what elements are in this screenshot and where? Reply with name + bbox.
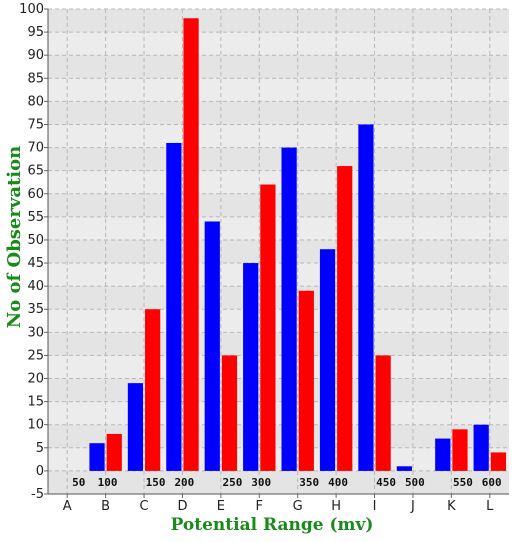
y-tick-label: 95 (27, 25, 44, 40)
grid-band (48, 309, 509, 332)
bar (320, 249, 335, 471)
x-tick-label: G (293, 499, 303, 514)
bar (145, 309, 160, 471)
grid-band (48, 171, 509, 194)
bar (183, 18, 198, 471)
range-label: 250 (222, 476, 242, 489)
range-label: 550 (453, 476, 473, 489)
y-tick-label: 30 (27, 325, 44, 340)
y-tick-label: 80 (27, 94, 44, 109)
x-tick-label: E (217, 499, 225, 514)
range-label: 100 (98, 476, 118, 489)
bar (222, 355, 237, 470)
bar (376, 355, 391, 470)
grid-band (48, 217, 509, 240)
y-tick-label: 5 (36, 441, 44, 456)
grid-band (48, 263, 509, 286)
y-tick-label: 15 (27, 395, 44, 410)
x-tick-label: D (177, 499, 187, 514)
y-tick-label: 40 (27, 279, 44, 294)
y-tick-label: 50 (27, 233, 44, 248)
bar (452, 429, 467, 471)
bar (107, 434, 122, 471)
y-tick-label: 25 (27, 348, 44, 363)
x-tick-label: H (331, 499, 341, 514)
range-label: 200 (174, 476, 194, 489)
range-label: 150 (146, 476, 166, 489)
y-tick-label: 45 (27, 256, 44, 271)
bar (166, 143, 181, 471)
y-tick-label: 90 (27, 48, 44, 63)
bar (435, 439, 450, 471)
y-axis-title: No of Observation (4, 146, 25, 328)
x-tick-label: F (256, 499, 263, 514)
range-label: 300 (251, 476, 271, 489)
grid-band (48, 124, 509, 147)
bar (358, 124, 373, 470)
grid-band (48, 402, 509, 425)
y-tick-label: 60 (27, 187, 44, 202)
x-tick-label: K (447, 499, 456, 514)
y-tick-label: 100 (19, 2, 44, 17)
range-label: 350 (299, 476, 319, 489)
y-tick-label: 65 (27, 164, 44, 179)
bar (205, 221, 220, 470)
y-tick-label: 75 (27, 117, 44, 132)
bar (491, 452, 506, 470)
grid-band (48, 32, 509, 55)
x-tick-label: L (486, 499, 494, 514)
range-label: 450 (376, 476, 396, 489)
x-tick-label: B (101, 499, 110, 514)
range-label: 50 (72, 476, 85, 489)
bar (260, 185, 275, 471)
grid-band (48, 355, 509, 378)
bar (337, 166, 352, 471)
bar (243, 263, 258, 471)
y-tick-label: 35 (27, 302, 44, 317)
x-tick-label: J (410, 499, 415, 514)
range-label: 500 (405, 476, 425, 489)
y-tick-label: -5 (31, 487, 44, 502)
bar (128, 383, 143, 471)
bar (474, 425, 489, 471)
range-label: 400 (328, 476, 348, 489)
bar (397, 466, 412, 471)
x-tick-label: C (140, 499, 149, 514)
bar (299, 291, 314, 471)
y-tick-label: 85 (27, 71, 44, 86)
y-tick-label: 70 (27, 141, 44, 156)
x-tick-label: A (63, 499, 72, 514)
x-axis-title: Potential Range (mv) (171, 515, 374, 535)
y-tick-label: 0 (36, 464, 44, 479)
y-tick-label: 20 (27, 372, 44, 387)
grid-band (48, 78, 509, 101)
x-tick-label: I (373, 499, 377, 514)
y-tick-label: 55 (27, 210, 44, 225)
range-label: 600 (482, 476, 502, 489)
y-tick-label: 10 (27, 418, 44, 433)
bar (282, 148, 297, 471)
bar (89, 443, 104, 471)
